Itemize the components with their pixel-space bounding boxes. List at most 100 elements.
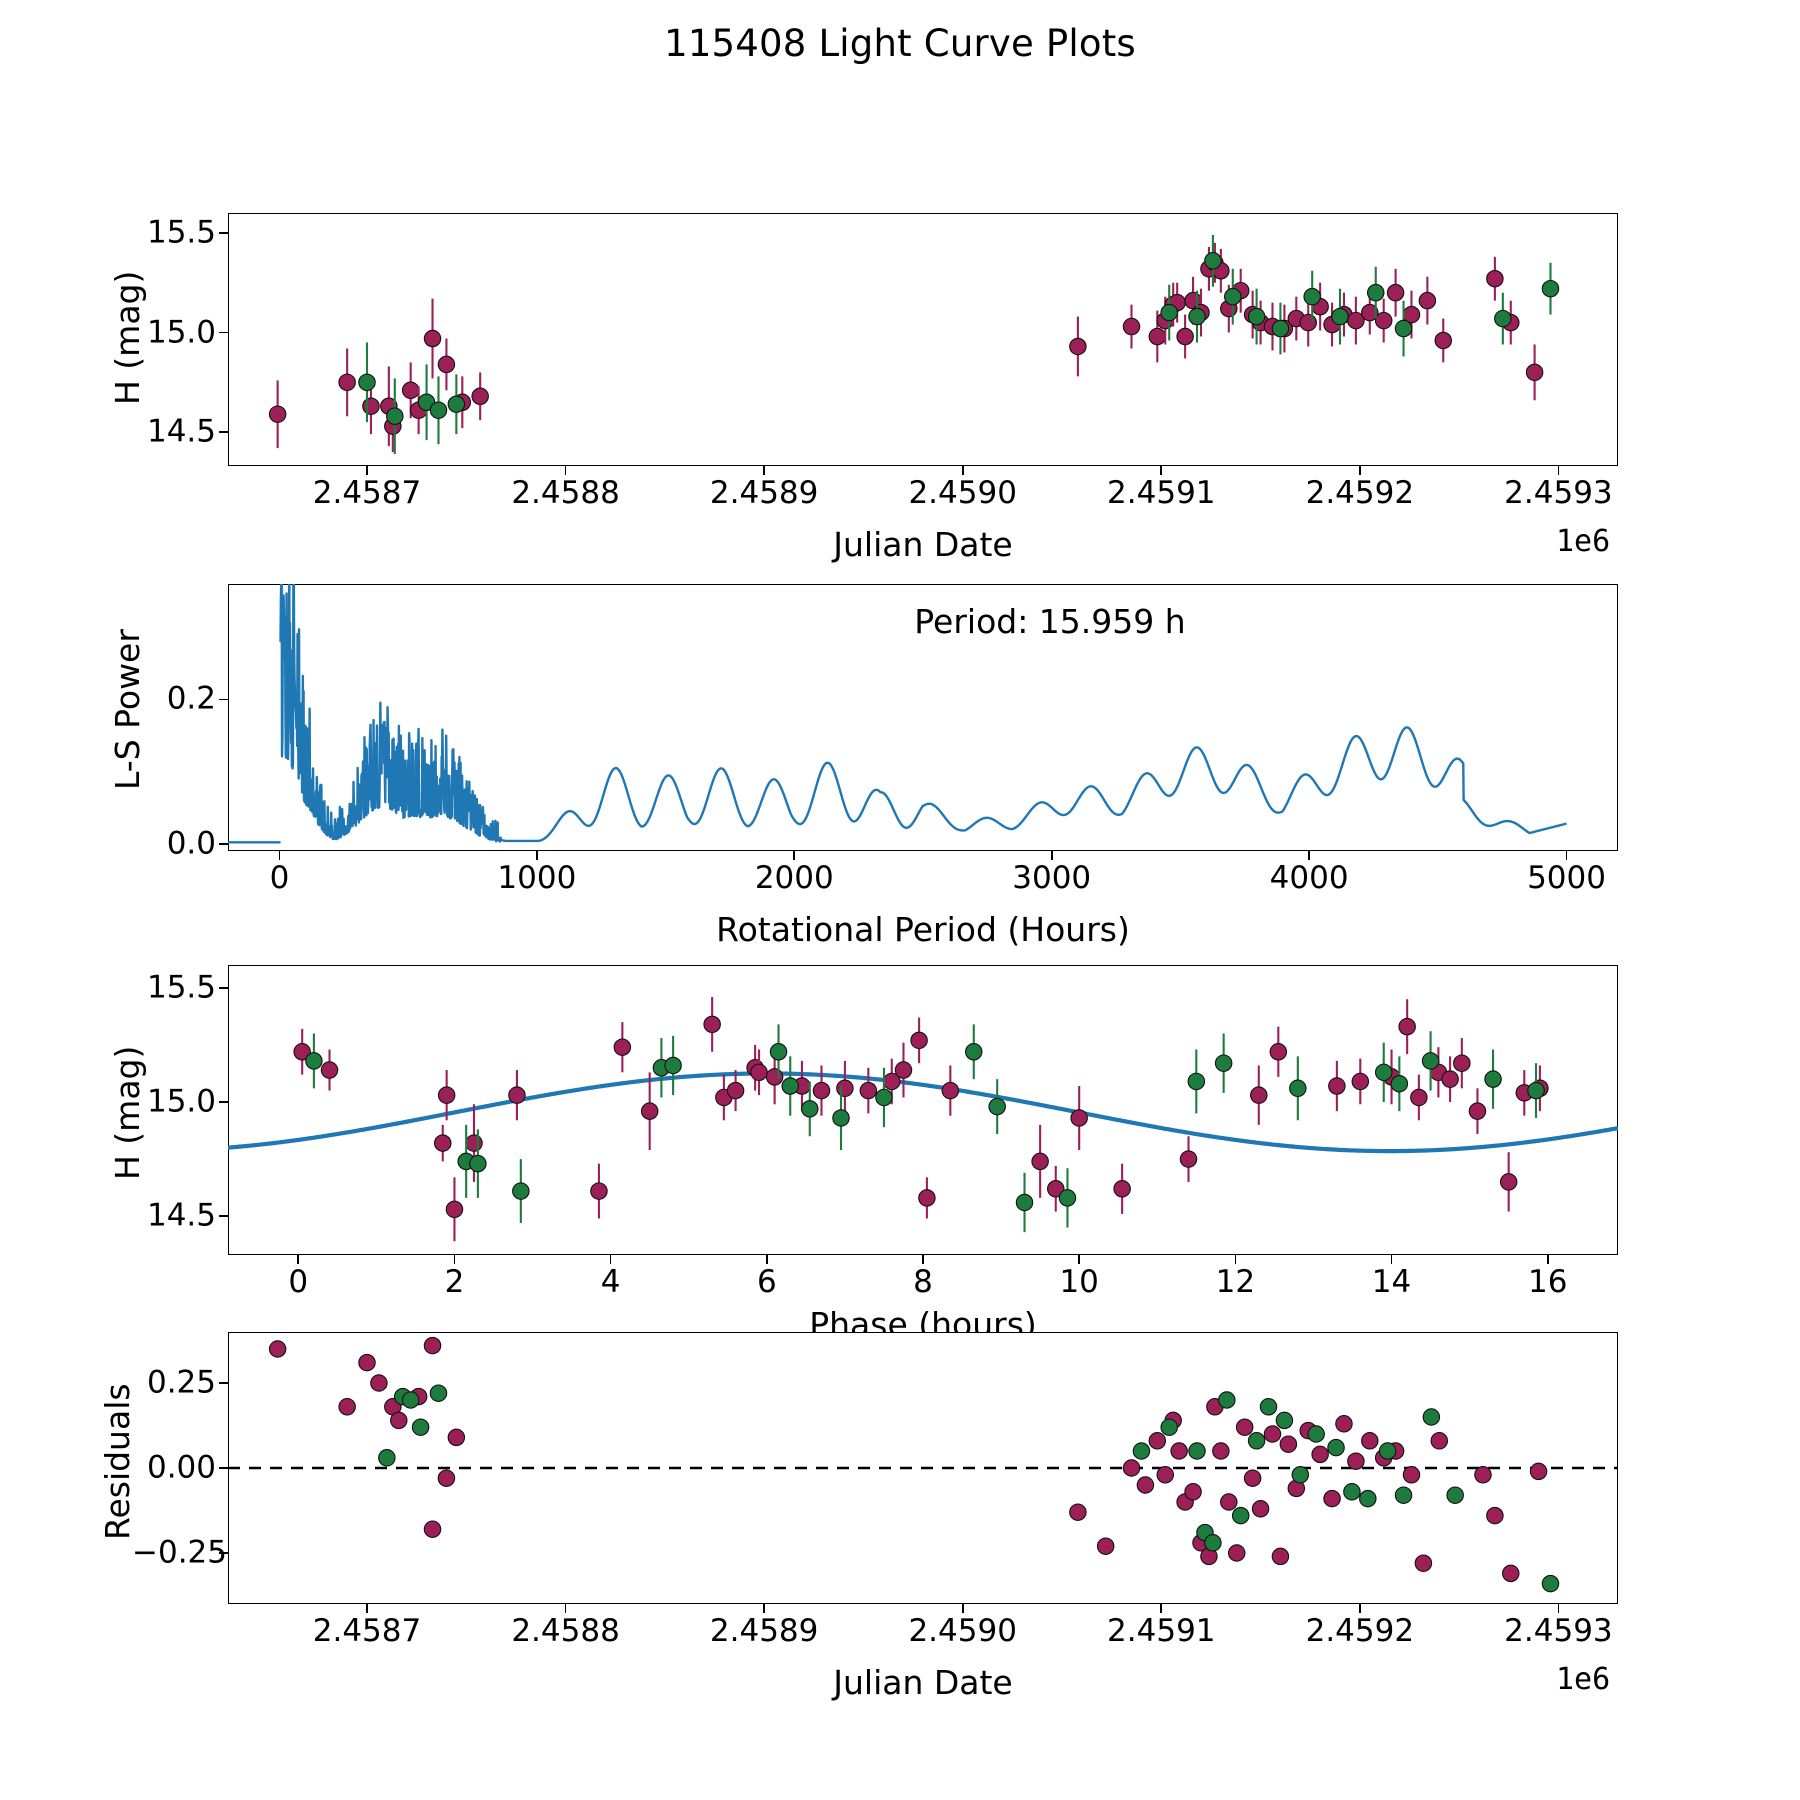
data-point (1374, 1063, 1393, 1082)
lightcurve-xtick-mark (366, 466, 368, 475)
data-point (423, 1336, 442, 1355)
phased-ytick-label: 15.5 (146, 969, 216, 1006)
data-point (590, 1182, 608, 1200)
data-point (1058, 1189, 1077, 1207)
data-point (812, 1081, 831, 1100)
data-point (1224, 287, 1242, 306)
data-point (836, 1079, 854, 1098)
lightcurve-xtick-label: 2.4591 (1107, 475, 1216, 511)
data-point (1160, 1418, 1178, 1436)
series-series_b (305, 1024, 1545, 1233)
data-point (1351, 1072, 1370, 1091)
series-series_a (293, 996, 1549, 1242)
data-point (1299, 313, 1317, 332)
data-point (390, 1411, 408, 1430)
periodogram-xtick-label: 1000 (497, 860, 577, 896)
phased-xtick-mark (297, 1255, 300, 1264)
phased-xtick-mark (1234, 1255, 1237, 1264)
periodogram-xtick-label: 3000 (1012, 860, 1092, 896)
series-series_b (358, 234, 1560, 455)
data-point (508, 1086, 526, 1104)
data-point (1271, 319, 1290, 338)
data-point (447, 395, 466, 413)
data-point (1494, 309, 1512, 328)
data-point (1047, 1180, 1065, 1198)
data-point (338, 373, 356, 392)
data-point (1486, 1506, 1504, 1525)
data-point (358, 373, 376, 392)
phased-xtick-label: 2 (444, 1264, 465, 1300)
data-point (1474, 1466, 1492, 1484)
data-point (1421, 1052, 1440, 1070)
data-point (1243, 1469, 1262, 1487)
data-point (401, 381, 420, 400)
sinusoid-fit-curve (228, 1071, 1618, 1154)
data-point (447, 1428, 466, 1447)
residuals-ytick-label: 0.25 (146, 1364, 216, 1401)
residuals-y-axis-label: Residuals (98, 1383, 137, 1540)
lightcurve-xtick-mark (564, 466, 567, 475)
data-point (1441, 1070, 1459, 1088)
data-point (1259, 1398, 1278, 1416)
phased-ytick-mark (219, 1101, 228, 1103)
data-point (1499, 1173, 1518, 1191)
lightcurve-ytick-label: 15.0 (146, 314, 216, 351)
panel-periodogram (228, 584, 1618, 851)
phased-xtick-label: 8 (913, 1264, 933, 1300)
lightcurve-xtick-mark (1160, 466, 1163, 475)
lightcurve-xtick-label: 2.4589 (709, 475, 819, 511)
phased-ytick-label: 15.0 (146, 1083, 216, 1120)
residuals-x-offset-label: 1e6 (1556, 1662, 1611, 1697)
data-point (1453, 1054, 1471, 1072)
data-point (1176, 327, 1194, 346)
panel-lightcurve-frame (228, 213, 1618, 466)
series-series_a (268, 242, 1544, 453)
phased-xtick-label: 14 (1371, 1264, 1412, 1300)
phased-xtick-label: 0 (288, 1264, 309, 1300)
lightcurve-ytick-mark (219, 232, 228, 234)
periodogram-xtick-mark (278, 851, 281, 860)
data-point (1188, 307, 1206, 326)
lightcurve-ytick-mark (219, 431, 228, 433)
lightcurve-xtick-mark (763, 466, 765, 475)
residuals-xtick-label: 2.4588 (511, 1613, 620, 1649)
lightcurve-xtick-label: 2.4588 (511, 475, 620, 511)
phased-xtick-label: 12 (1215, 1264, 1256, 1300)
periodogram-xtick-mark (1050, 851, 1053, 860)
data-point (338, 1398, 356, 1416)
data-point (1204, 252, 1222, 270)
data-point (1323, 1489, 1341, 1508)
periodogram-ytick-mark (219, 842, 228, 845)
data-point (941, 1081, 960, 1100)
panel-lightcurve (228, 213, 1618, 466)
residuals-ytick-label: 0.00 (146, 1449, 216, 1486)
data-point (1179, 1150, 1198, 1168)
data-point (437, 1086, 456, 1104)
lightcurve-xtick-label: 2.4593 (1504, 475, 1613, 511)
residuals-ytick-mark (219, 1467, 228, 1469)
data-point (1156, 1466, 1175, 1484)
data-point (268, 405, 287, 423)
data-point (1132, 1442, 1151, 1460)
phased-xtick-mark (1078, 1255, 1081, 1264)
data-point (894, 1061, 913, 1079)
periodogram-x-axis-label: Rotational Period (Hours) (716, 910, 1130, 949)
lightcurve-xtick-label: 2.4590 (908, 475, 1017, 511)
periodogram-xtick-mark (536, 851, 538, 860)
data-point (781, 1077, 799, 1095)
data-point (1394, 1486, 1413, 1504)
data-point (801, 1100, 819, 1118)
phased-ytick-label: 14.5 (146, 1197, 216, 1234)
phased-xtick-mark (1390, 1255, 1393, 1264)
figure-title: 115408 Light Curve Plots (664, 22, 1136, 65)
data-point (386, 407, 404, 425)
panel-phased-lightcurve (228, 965, 1618, 1255)
periodogram-xtick-label: 0 (269, 860, 290, 896)
phased-xtick-label: 16 (1527, 1264, 1568, 1300)
periodogram-ytick-mark (219, 698, 228, 701)
data-point (1122, 1459, 1141, 1477)
data-point (1446, 1486, 1464, 1504)
data-point (1418, 291, 1437, 310)
data-point (832, 1109, 850, 1127)
period-annotation: Period: 15.959 h (914, 602, 1186, 641)
